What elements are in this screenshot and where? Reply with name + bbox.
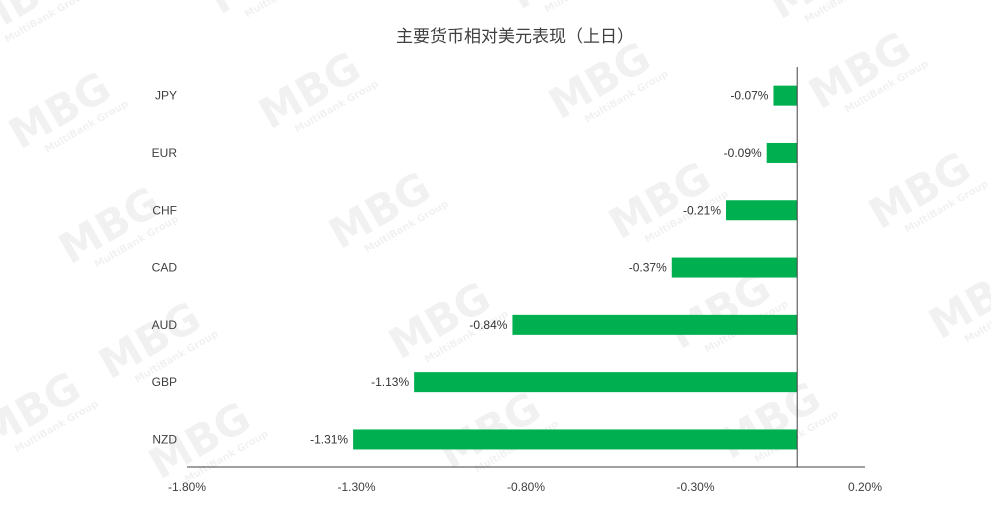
data-label-chf: -0.21% [683, 203, 721, 217]
data-label-aud: -0.84% [469, 318, 507, 332]
data-label-eur: -0.09% [724, 146, 762, 160]
category-label-aud: AUD [152, 318, 178, 332]
bars-group [353, 85, 798, 450]
category-labels: JPY EUR CHF CAD AUD GBP NZD [152, 89, 178, 447]
axes [187, 67, 865, 468]
bar-gbp [414, 372, 798, 393]
bar-eur [766, 142, 798, 163]
bar-cad [671, 257, 798, 278]
x-tick-label: -1.80% [168, 480, 206, 494]
data-label-nzd: -1.31% [310, 432, 348, 446]
category-label-nzd: NZD [152, 432, 177, 446]
chart-title: 主要货币相对美元表现（上日） [396, 27, 634, 47]
x-tick-labels: -1.80% -1.30% -0.80% -0.30% 0.20% [168, 480, 882, 494]
watermark-subtext: MultiBank Group [543, 0, 630, 15]
category-label-jpy: JPY [155, 89, 177, 103]
bar-aud [512, 314, 798, 335]
data-label-cad: -0.37% [629, 261, 667, 275]
category-label-gbp: GBP [152, 375, 177, 389]
bar-nzd [353, 429, 798, 450]
data-labels: -0.07% -0.09% -0.21% -0.37% -0.84% -1.13% -1.3… [310, 89, 769, 447]
x-tick-label: -0.30% [676, 480, 714, 494]
x-tick-label: -0.80% [507, 480, 545, 494]
x-tick-label: -1.30% [337, 480, 375, 494]
category-label-eur: EUR [152, 146, 178, 160]
x-tick-label: 0.20% [848, 480, 882, 494]
category-label-cad: CAD [152, 261, 178, 275]
bar-chf [726, 200, 798, 221]
data-label-jpy: -0.07% [730, 89, 768, 103]
bar-jpy [773, 85, 798, 106]
watermark-subtext: MultiBank Group [243, 0, 330, 20]
category-label-chf: CHF [152, 203, 177, 217]
data-label-gbp: -1.13% [371, 375, 409, 389]
